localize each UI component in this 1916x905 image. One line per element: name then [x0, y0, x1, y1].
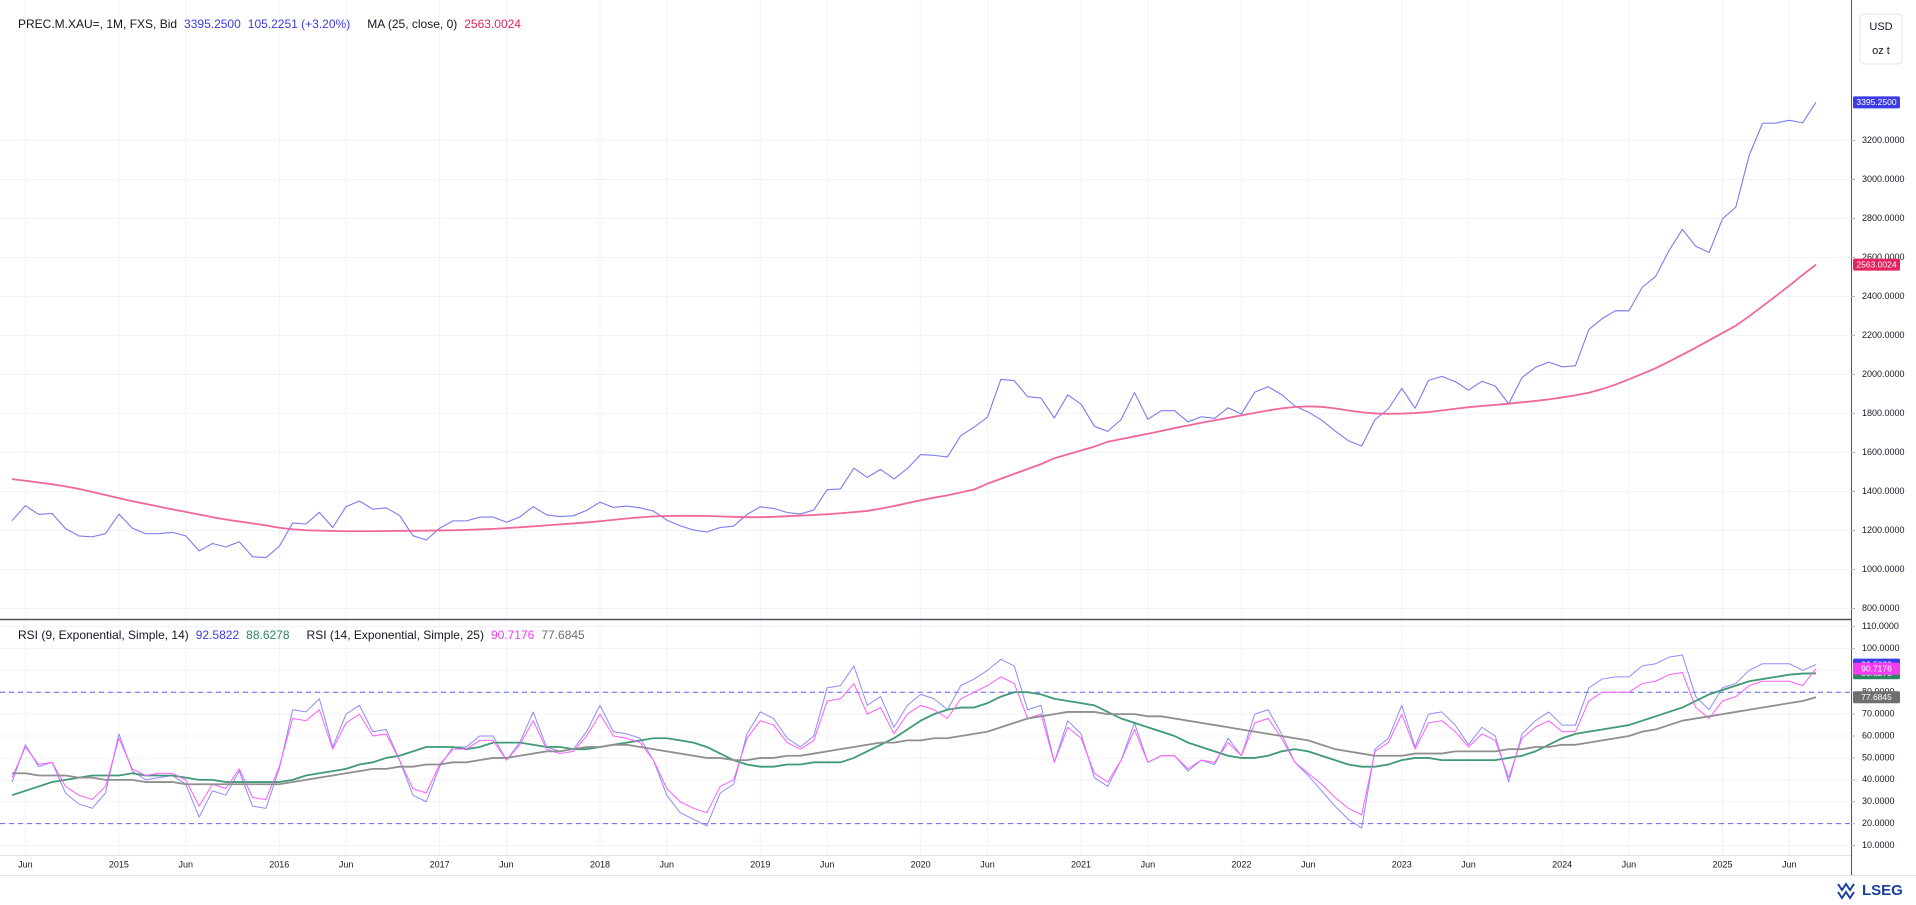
grid	[0, 0, 1851, 855]
logo-icon	[1837, 882, 1855, 900]
unit-box[interactable]	[1859, 13, 1903, 65]
unit-currency: USD	[1869, 21, 1892, 33]
last-value-label: 2563.0024	[1856, 259, 1896, 269]
y-tick-label: 50.0000	[1862, 752, 1895, 762]
x-tick-label: Jun	[1622, 859, 1637, 869]
x-tick-label: 2019	[750, 859, 770, 869]
last-value-label: 3395.2500	[1856, 97, 1896, 107]
y-tick-label: 30.0000	[1862, 796, 1895, 806]
last-value-tag	[1853, 96, 1900, 109]
y-tick-label: 60.0000	[1862, 730, 1895, 740]
x-tick-label: Jun	[499, 859, 514, 869]
legend-item: RSI (14, Exponential, Simple, 25)	[306, 628, 484, 642]
y-tick-label: 3000.0000	[1862, 174, 1905, 184]
series-line	[11, 668, 1817, 816]
x-tick-label: 2021	[1071, 859, 1091, 869]
series-line	[11, 263, 1817, 533]
y-tick-label: 2600.0000	[1862, 252, 1905, 262]
rsi-legend: RSI (9, Exponential, Simple, 14) 92.5822 8…	[18, 628, 585, 642]
x-tick-label: 2017	[430, 859, 450, 869]
last-value-tag	[1853, 662, 1900, 675]
price-legend: PREC.M.XAU=, 1M, FXS, Bid 3395.2500 105.22…	[18, 17, 521, 31]
x-tick-label: Jun	[339, 859, 354, 869]
series-line	[11, 102, 1817, 559]
x-tick-label: Jun	[1461, 859, 1476, 869]
x-tick-label: 2022	[1231, 859, 1251, 869]
logo-text: LSEG	[1862, 882, 1903, 899]
y-tick-label: 110.0000	[1862, 621, 1899, 631]
legend-item: MA (25, close, 0)	[367, 17, 458, 31]
y-tick-label: 2000.0000	[1862, 369, 1905, 379]
last-value-tag	[1853, 258, 1900, 271]
x-tick-label: Jun	[660, 859, 675, 869]
series-line	[12, 696, 1817, 786]
y-tick-label: 100.0000	[1862, 643, 1900, 653]
y-tick-label: 1800.0000	[1862, 408, 1905, 418]
y-tick-label: 40.0000	[1862, 774, 1895, 784]
y-tick-label: 1200.0000	[1862, 525, 1905, 535]
logo: LSEG	[1837, 882, 1903, 900]
legend-item: PREC.M.XAU=, 1M, FXS, Bid	[18, 17, 178, 31]
x-tick-label: 2018	[590, 859, 610, 869]
x-tick-label: 2015	[109, 859, 129, 869]
last-value-tag	[1853, 691, 1900, 704]
legend-item: 90.7176	[490, 628, 535, 642]
x-tick-label: Jun	[18, 859, 33, 869]
x-tick-label: 2023	[1392, 859, 1412, 869]
x-tick-label: Jun	[1141, 859, 1156, 869]
y-tick-label: 3200.0000	[1862, 135, 1905, 145]
x-tick-label: Jun	[178, 859, 193, 869]
y-tick-label: 2800.0000	[1862, 213, 1905, 223]
y-tick-label: 800.0000	[1862, 603, 1900, 613]
x-tick-label: 2020	[911, 859, 931, 869]
last-value-label: 77.6845	[1861, 692, 1892, 702]
x-tick-label: Jun	[1782, 859, 1797, 869]
legend-item: 2563.0024	[464, 17, 521, 31]
legend-item: 105.2251 (+3.20%)	[247, 17, 351, 31]
plot	[0, 102, 1851, 829]
x-tick-label: 2025	[1712, 859, 1732, 869]
y-tick-label: 2400.0000	[1862, 291, 1905, 301]
y-tick-label: 1000.0000	[1862, 564, 1905, 574]
legend-item: 3395.2500	[184, 17, 241, 31]
y-tick-label: 1400.0000	[1862, 486, 1905, 496]
legend-item: 77.6845	[541, 628, 585, 642]
y-tick-label: 1600.0000	[1862, 447, 1905, 457]
last-value-label: 90.7176	[1861, 663, 1892, 673]
legend-item: 88.6278	[246, 628, 290, 642]
x-tick-label: 2016	[269, 859, 289, 869]
x-tick-label: 2024	[1552, 859, 1572, 869]
y-tick-label: 20.0000	[1862, 818, 1895, 828]
x-tick-label: Jun	[1301, 859, 1316, 869]
y-tick-label: 10.0000	[1862, 840, 1895, 850]
legend-item: RSI (9, Exponential, Simple, 14)	[18, 628, 189, 642]
x-tick-label: Jun	[980, 859, 995, 869]
y-tick-label: 70.0000	[1862, 708, 1895, 718]
legend-item: 92.5822	[195, 628, 240, 642]
x-tick-label: Jun	[820, 859, 835, 869]
y-tick-label: 2200.0000	[1862, 330, 1905, 340]
unit-weight: oz t	[1872, 45, 1890, 57]
